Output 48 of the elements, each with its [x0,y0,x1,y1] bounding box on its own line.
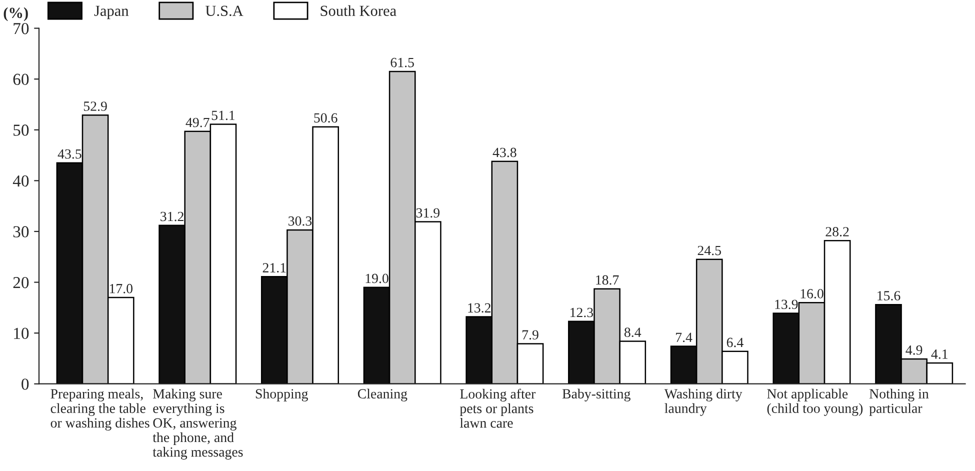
y-axis-title: (%) [4,7,28,22]
y-tick-label: 70 [14,22,29,34]
data-label: 43.8 [492,148,516,158]
data-label: 61.5 [390,58,414,68]
data-label: 8.4 [624,328,642,338]
data-label: 13.9 [775,300,798,310]
legend-label: South Korea [320,5,396,16]
data-label: 43.5 [58,149,82,159]
y-tick-label: 10 [14,328,29,340]
x-tick-label: Looking after pets or plants lawn care [460,388,536,428]
data-label: 50.6 [314,113,338,123]
x-tick-label: Shopping [256,388,308,402]
data-label: 31.2 [160,212,184,222]
x-tick-label: Preparing meals, clearing the table or washing dishes [50,388,150,430]
data-label: 17.0 [110,284,132,294]
x-tick-label: Making sure everything is OK, answering the phone, and taking messages [152,388,243,460]
data-label: 49.7 [186,118,210,128]
data-label: 28.2 [826,227,849,236]
data-label: 19.0 [366,274,388,284]
data-label: 16.0 [800,289,824,298]
x-tick-label: Cleaning [358,388,408,402]
y-tick-label: 50 [14,124,29,136]
x-tick-label: Baby-sitting [562,388,630,402]
data-label: 21.1 [262,263,286,273]
data-label: 4.1 [931,350,948,359]
data-label: 31.9 [416,208,440,218]
data-label: 13.2 [468,303,490,313]
data-label: 4.9 [906,345,922,355]
data-label: 6.4 [726,338,744,348]
data-label: 30.3 [288,216,312,226]
data-label: 24.5 [698,246,721,256]
x-tick-label: Washing dirty laundry [664,388,742,416]
y-tick-label: 40 [12,175,29,187]
legend-label: U.S.A [205,6,244,16]
y-tick-label: 20 [13,276,29,288]
data-label: 18.7 [596,275,619,285]
data-label: 7.9 [522,330,538,340]
data-label: 12.3 [570,308,594,318]
data-label: 7.4 [676,332,692,342]
data-label: 51.1 [212,110,235,120]
x-tick-label: Nothing in particular [869,388,929,416]
data-label: 52.9 [84,102,107,111]
y-tick-label: 0 [22,378,29,390]
x-tick-label: Not applicable (child too young) [767,388,863,416]
data-label: 15.6 [878,291,900,300]
legend-label: Japan [94,6,129,20]
y-tick-label: 30 [13,226,29,238]
y-tick-label: 60 [13,74,29,86]
